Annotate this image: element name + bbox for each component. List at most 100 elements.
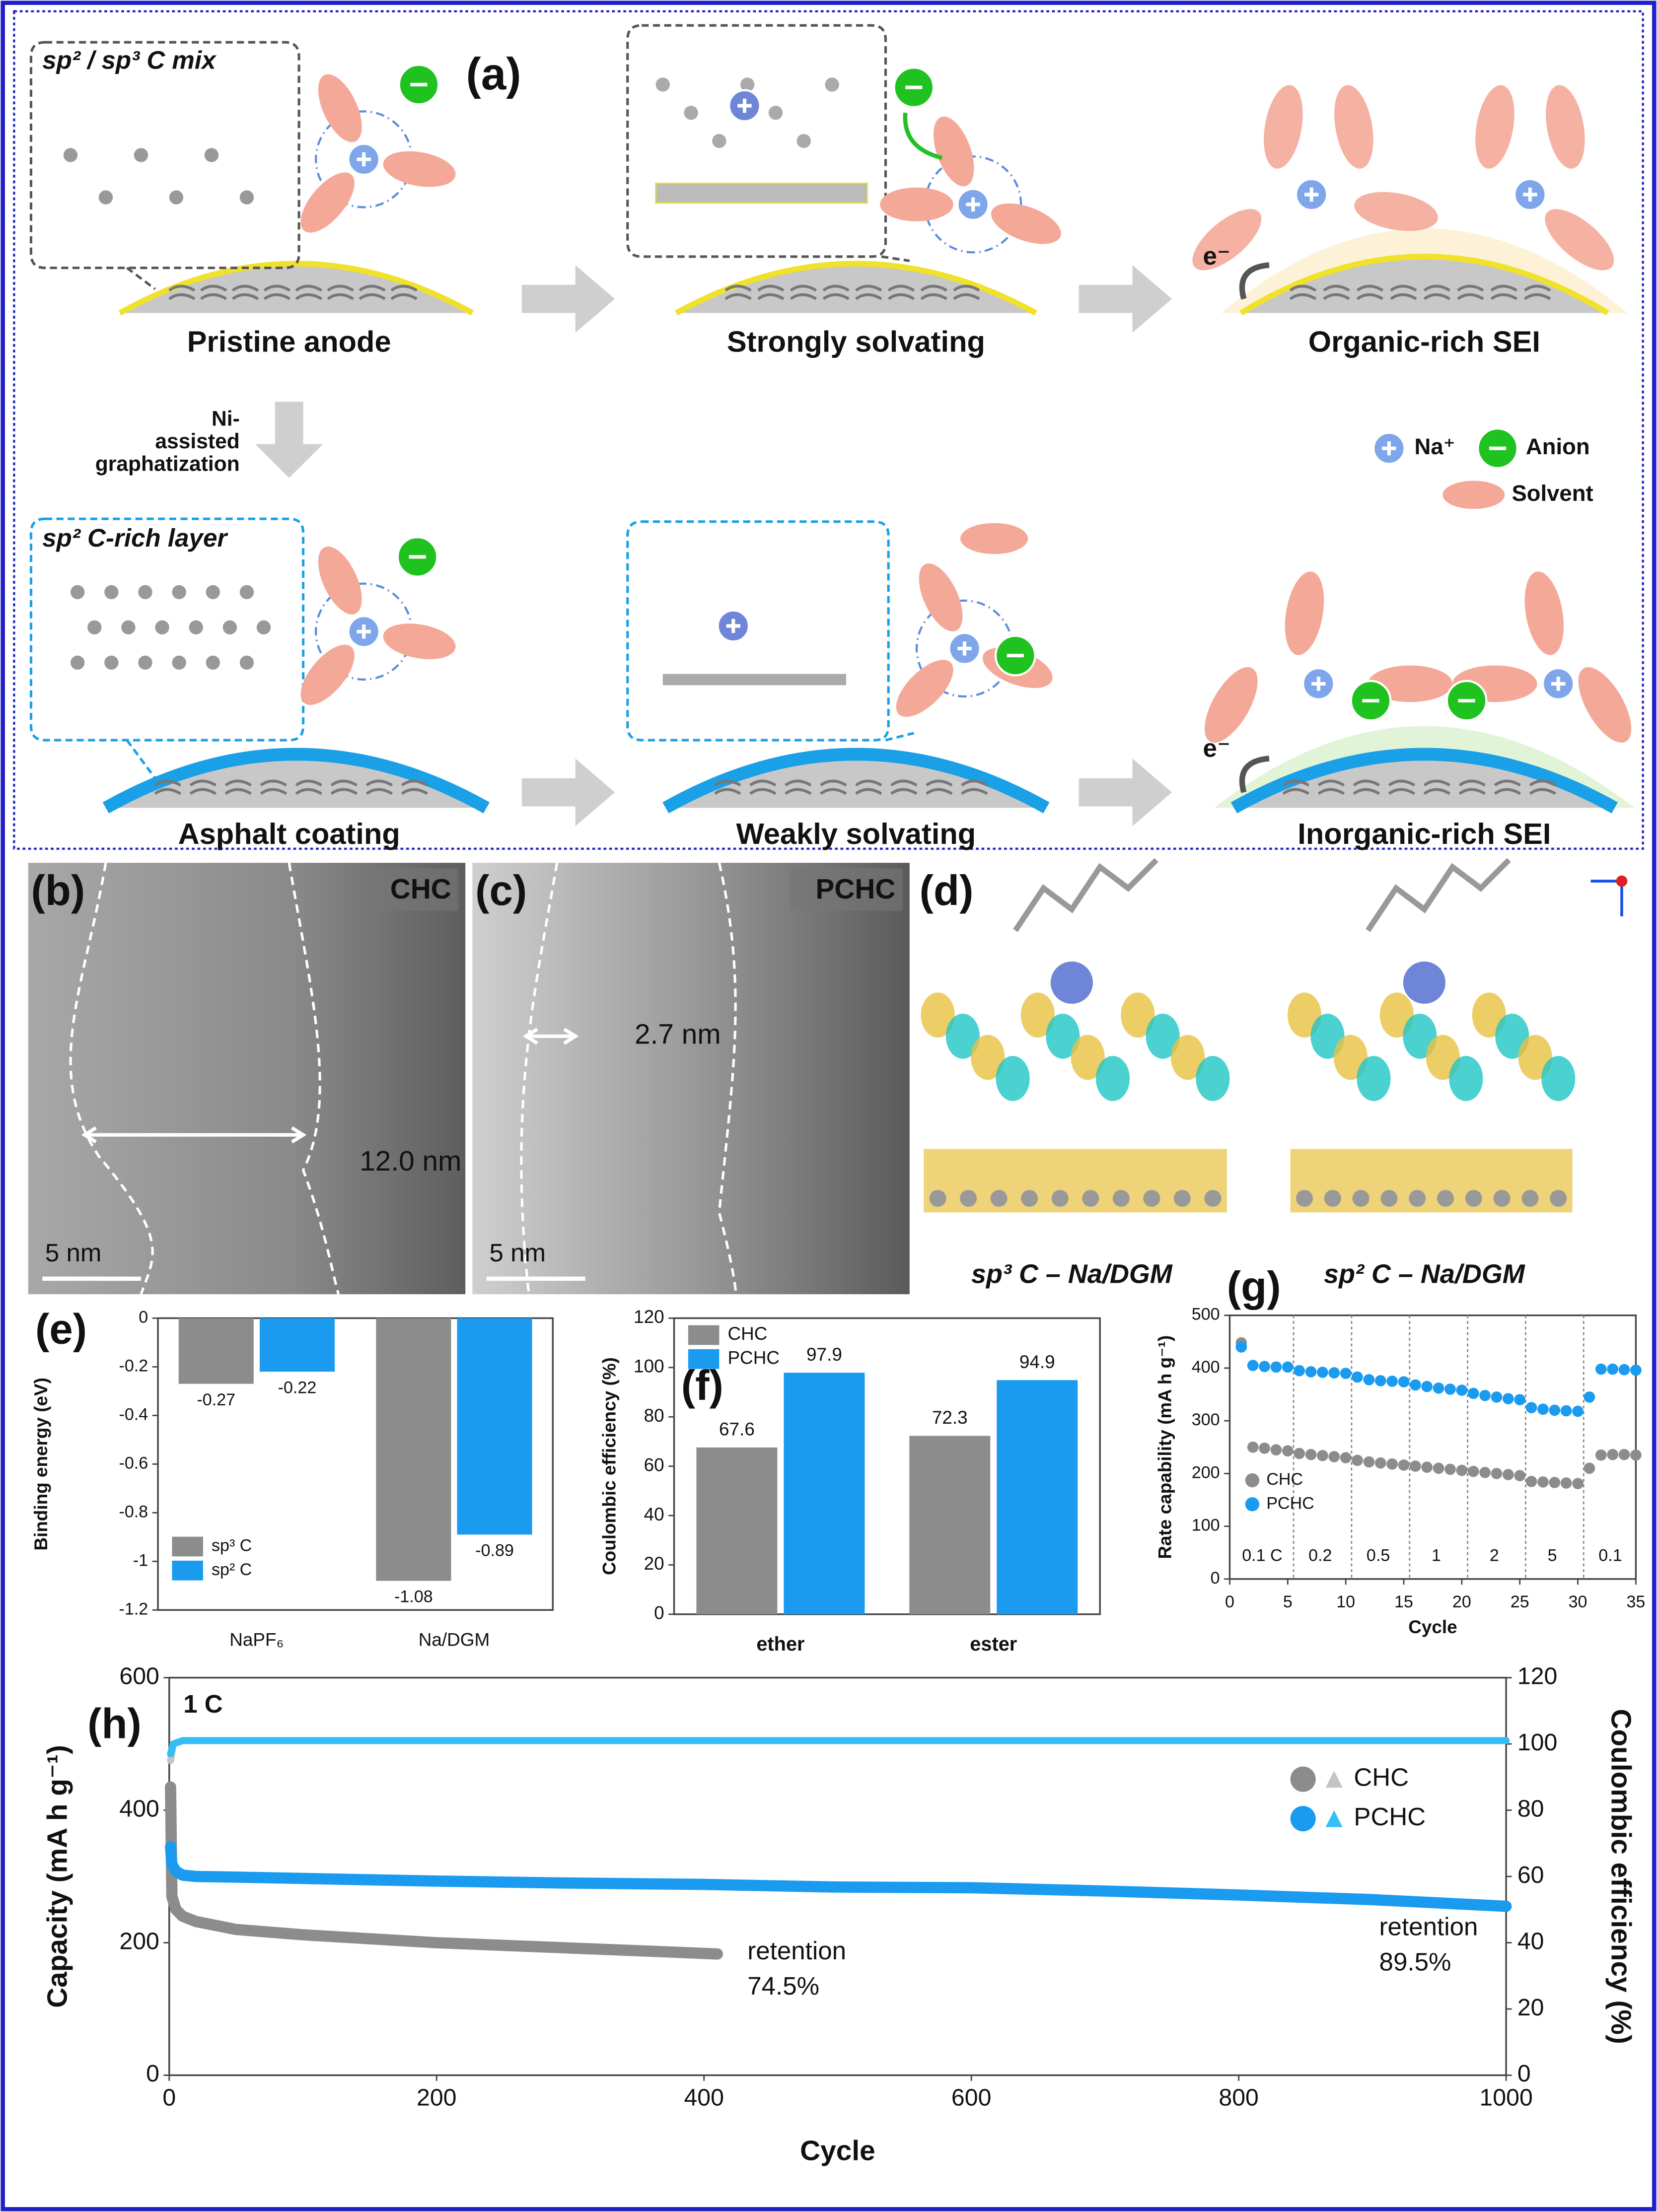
legend-label: PCHC [1354,1802,1426,1831]
atom [169,190,184,205]
solvent [318,74,362,142]
step-label: Asphalt coating [178,817,400,850]
atom [239,190,254,205]
density-blob [1095,1056,1130,1102]
transition-label: Ni- [212,407,240,431]
point [1560,1477,1572,1489]
x-tick-label: Na/DGM [419,1630,490,1650]
graphite-stripe [327,284,354,300]
atom [155,620,169,635]
x-tick-label: 600 [951,2084,992,2111]
point [1305,1366,1317,1378]
ion-sign [966,197,980,212]
point [1247,1441,1259,1453]
legend-swatch [172,1536,203,1557]
legend-label: CHC [1354,1763,1409,1792]
slab-atom [1550,1189,1567,1207]
point [1630,1449,1642,1461]
thickness-label: 2.7 nm [635,1019,721,1050]
ion-sign [1311,677,1326,691]
solvent [1192,209,1262,271]
graphite-stripe [1423,284,1450,300]
point [1479,1389,1491,1401]
dgm-molecule [1013,858,1158,932]
density-blob [1449,1056,1483,1102]
graphite-stripe [390,284,418,300]
layer-boundary [69,862,340,1295]
retention-label: 74.5% [747,1972,819,2000]
detach-arrow [903,112,943,160]
ion-sign [1523,187,1537,202]
point [1386,1376,1398,1387]
solvent [1354,192,1438,231]
bar [909,1436,991,1614]
point [1317,1367,1328,1378]
graphite-stripe [330,779,358,795]
graphite-stripe [1529,779,1556,795]
graphite-stripe [887,284,915,300]
image-label-bg [373,868,458,911]
point [1584,1462,1595,1474]
thickness-arrow [81,1126,307,1144]
slab-atom [1493,1189,1511,1207]
point [1398,1459,1410,1471]
solvent-legend [1442,481,1505,509]
bar [457,1318,532,1535]
solvent [1545,209,1614,271]
y-axis-label: Coulombic efficiency (%) [599,1357,619,1575]
capacity-line [165,1781,723,1960]
graphite-stripe [1494,779,1521,795]
x-tick-label: 15 [1394,1592,1413,1611]
y-axis-label: Binding energy (eV) [31,1378,51,1551]
axes-origin [1616,875,1628,887]
atom [71,585,85,600]
atom [134,148,148,162]
point [1374,1457,1386,1469]
graphite-stripe [961,779,988,795]
point [1259,1361,1270,1373]
graphite-stripe [1423,779,1450,795]
point [1433,1382,1444,1394]
atom [239,655,254,670]
y2-tick-label: 20 [1517,1994,1544,2021]
retention-label: retention [1379,1913,1478,1941]
x-tick-label: ester [970,1633,1017,1655]
slab-atom [1173,1189,1191,1207]
slab-atom [1352,1189,1369,1207]
atom [138,655,152,670]
solvent [1264,85,1303,169]
solvent [1205,667,1258,743]
point [1514,1470,1526,1481]
graphite-stripe [757,284,785,300]
graphite-stripe [263,284,291,300]
graphite-stripe [953,284,980,300]
legend-marker [1245,1473,1260,1488]
thickness-label: 12.0 nm [360,1146,461,1177]
x-tick-label: 400 [684,2084,724,2111]
data-label: -0.22 [278,1378,317,1397]
density-blob [1046,1013,1080,1059]
point [1340,1368,1352,1379]
density-blob [921,992,955,1038]
image-label-bg [790,868,903,911]
panel-label: (c) [475,867,527,914]
atom [655,77,670,92]
panel-label: (h) [87,1701,142,1748]
point [1595,1363,1607,1375]
solvent [991,203,1061,244]
legend-swatch [172,1560,203,1581]
legend-label: sp³ C [212,1536,252,1555]
point [1270,1361,1282,1373]
density-blob [1170,1035,1205,1080]
scale-label: 5 nm [45,1239,102,1267]
point [1456,1464,1468,1476]
graphite-stripe [365,779,393,795]
down-arrow [255,402,323,478]
point [1386,1458,1398,1470]
y-tick-label: -0.8 [119,1502,148,1521]
graphite-stripe [1388,779,1415,795]
point [1607,1363,1619,1375]
legend-label: CHC [727,1323,767,1344]
graphite-stripe [1323,284,1350,300]
data-label: 97.9 [806,1344,842,1365]
